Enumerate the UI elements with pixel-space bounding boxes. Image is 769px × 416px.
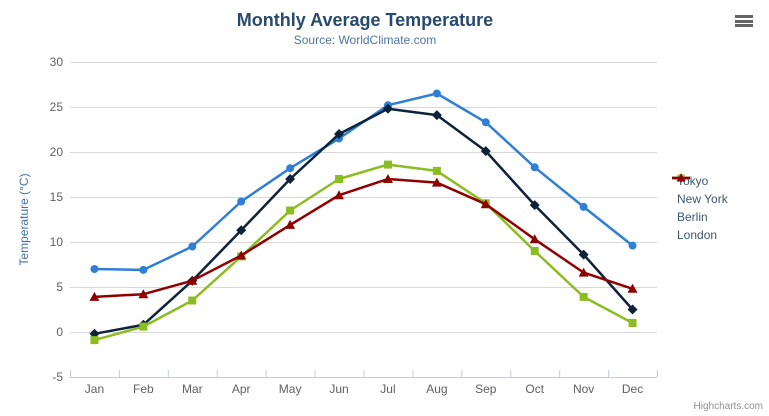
x-axis-label: May bbox=[279, 382, 302, 396]
x-axis-label: Jul bbox=[380, 382, 395, 396]
y-axis-label: 10 bbox=[50, 235, 64, 249]
y-axis-label: -5 bbox=[52, 370, 63, 384]
data-point[interactable] bbox=[90, 265, 99, 273]
data-point[interactable] bbox=[139, 322, 148, 331]
legend-item-label: Berlin bbox=[677, 210, 708, 224]
data-point[interactable] bbox=[286, 206, 295, 215]
data-point[interactable] bbox=[138, 289, 149, 299]
data-point[interactable] bbox=[579, 292, 588, 301]
data-point[interactable] bbox=[480, 199, 491, 209]
data-point[interactable] bbox=[628, 319, 637, 327]
credits-link[interactable]: Highcharts.com bbox=[693, 401, 763, 412]
data-point[interactable] bbox=[382, 174, 393, 183]
data-point[interactable] bbox=[627, 304, 638, 315]
data-point[interactable] bbox=[334, 190, 345, 200]
legend-marker bbox=[676, 173, 686, 182]
data-point[interactable] bbox=[236, 250, 247, 260]
series-line-new-york bbox=[93, 107, 634, 336]
legend-item-berlin[interactable]: Berlin bbox=[672, 174, 728, 226]
y-axis-label: 0 bbox=[56, 325, 63, 339]
data-point[interactable] bbox=[628, 241, 637, 250]
y-axis-title: Temperature (°C) bbox=[17, 173, 31, 265]
y-axis-label: 15 bbox=[50, 190, 64, 204]
data-point[interactable] bbox=[431, 177, 442, 187]
triangle-marker-icon bbox=[672, 173, 690, 182]
x-axis-label: Apr bbox=[232, 382, 251, 396]
data-point[interactable] bbox=[334, 129, 345, 139]
data-point[interactable] bbox=[188, 242, 197, 251]
legend: Tokyo New York Berlin London bbox=[672, 172, 728, 244]
hamburger-icon bbox=[735, 24, 753, 27]
data-point[interactable] bbox=[481, 118, 490, 127]
x-axis-label: Dec bbox=[622, 382, 643, 396]
y-axis-label: 25 bbox=[50, 100, 64, 114]
series-line-berlin bbox=[93, 163, 634, 342]
legend-item-label: New York bbox=[677, 192, 728, 206]
data-point[interactable] bbox=[285, 219, 296, 229]
data-point[interactable] bbox=[89, 291, 100, 301]
data-point[interactable] bbox=[579, 202, 588, 211]
data-point[interactable] bbox=[432, 89, 441, 98]
data-point[interactable] bbox=[286, 164, 295, 173]
data-point[interactable] bbox=[431, 110, 442, 121]
y-axis-label: 5 bbox=[56, 280, 63, 294]
data-point[interactable] bbox=[139, 265, 148, 274]
legend-item-new-york[interactable]: New York bbox=[672, 173, 728, 208]
x-axis-label: Oct bbox=[525, 382, 544, 396]
y-axis-label: 20 bbox=[50, 145, 64, 159]
hamburger-icon bbox=[735, 19, 753, 23]
data-point[interactable] bbox=[382, 103, 393, 114]
x-axis-label: Feb bbox=[133, 382, 154, 396]
data-point[interactable] bbox=[90, 336, 99, 345]
data-point[interactable] bbox=[432, 166, 441, 175]
y-axis-label: 30 bbox=[50, 55, 64, 69]
hamburger-icon bbox=[735, 15, 753, 18]
data-point[interactable] bbox=[627, 283, 638, 293]
x-axis-label: Jan bbox=[85, 382, 104, 396]
x-axis-label: Mar bbox=[182, 382, 203, 396]
legend-item-label: London bbox=[677, 228, 718, 242]
x-axis-label: Nov bbox=[573, 382, 594, 396]
x-axis-label: Sep bbox=[475, 382, 497, 396]
context-menu-button[interactable] bbox=[735, 13, 753, 29]
data-point[interactable] bbox=[236, 225, 247, 236]
series-line-tokyo bbox=[93, 92, 634, 272]
data-point[interactable] bbox=[188, 296, 197, 305]
x-axis-label: Aug bbox=[426, 382, 447, 396]
data-point[interactable] bbox=[529, 200, 540, 211]
data-point[interactable] bbox=[480, 146, 491, 157]
chart-title: Monthly Average Temperature bbox=[236, 10, 494, 30]
data-point[interactable] bbox=[578, 267, 589, 277]
chart-subtitle: Source: WorldClimate.com bbox=[293, 33, 437, 47]
data-point[interactable] bbox=[530, 163, 539, 172]
data-point[interactable] bbox=[383, 160, 392, 169]
data-point[interactable] bbox=[237, 197, 246, 206]
data-point[interactable] bbox=[187, 275, 198, 285]
data-point[interactable] bbox=[578, 249, 589, 260]
data-point[interactable] bbox=[530, 247, 539, 255]
data-point[interactable] bbox=[335, 175, 344, 183]
data-point[interactable] bbox=[285, 174, 296, 184]
series-line-london bbox=[93, 177, 634, 299]
legend-item-london[interactable]: London bbox=[672, 173, 728, 244]
x-axis-label: Jun bbox=[329, 382, 348, 396]
data-point[interactable] bbox=[529, 234, 540, 244]
